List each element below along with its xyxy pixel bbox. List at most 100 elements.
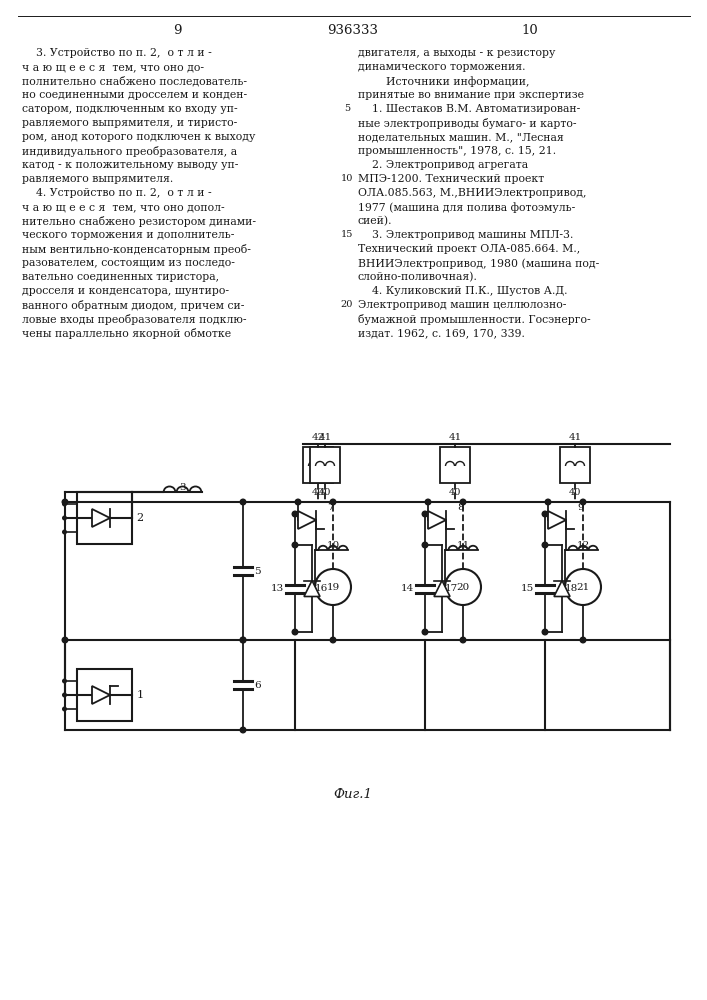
Circle shape — [63, 502, 66, 506]
Circle shape — [460, 499, 466, 505]
Circle shape — [63, 530, 66, 534]
Polygon shape — [554, 580, 570, 596]
Circle shape — [580, 499, 586, 505]
Text: 42: 42 — [311, 433, 325, 442]
Text: 3: 3 — [179, 483, 186, 492]
Text: сией).: сией). — [358, 216, 392, 226]
Text: ные электроприводы бумаго- и карто-: ные электроприводы бумаго- и карто- — [358, 118, 576, 129]
Circle shape — [445, 569, 481, 605]
Text: Технический проект ОЛА-085.664. М.,: Технический проект ОЛА-085.664. М., — [358, 244, 580, 254]
Text: 41: 41 — [318, 433, 332, 442]
Text: принятые во внимание при экспертизе: принятые во внимание при экспертизе — [358, 90, 584, 100]
Bar — [303, 447, 333, 483]
Text: издат. 1962, с. 169, 170, 339.: издат. 1962, с. 169, 170, 339. — [358, 328, 525, 338]
Text: 7: 7 — [327, 504, 334, 512]
Text: 18: 18 — [565, 584, 578, 593]
Text: ОЛА.085.563, М.,ВНИИЭлектропривод,: ОЛА.085.563, М.,ВНИИЭлектропривод, — [358, 188, 587, 198]
Circle shape — [422, 629, 428, 635]
Text: 41: 41 — [568, 433, 582, 442]
Circle shape — [580, 637, 586, 643]
Text: 16: 16 — [315, 584, 328, 593]
Bar — [78, 492, 132, 544]
Text: 13: 13 — [271, 584, 284, 593]
Text: равляемого выпрямителя.: равляемого выпрямителя. — [22, 174, 173, 184]
Text: 4. Устройство по п. 2,  о т л и -: 4. Устройство по п. 2, о т л и - — [22, 188, 211, 198]
Text: 5: 5 — [344, 104, 350, 113]
Circle shape — [422, 542, 428, 548]
Text: вательно соединенных тиристора,: вательно соединенных тиристора, — [22, 272, 219, 282]
Text: ВНИИЭлектропривод, 1980 (машина под-: ВНИИЭлектропривод, 1980 (машина под- — [358, 258, 600, 269]
Text: бумажной промышленности. Госэнерго-: бумажной промышленности. Госэнерго- — [358, 314, 590, 325]
Circle shape — [63, 516, 66, 520]
Circle shape — [330, 499, 336, 505]
Circle shape — [422, 511, 428, 517]
Text: динамического торможения.: динамического торможения. — [358, 62, 525, 72]
Text: 936333: 936333 — [327, 23, 378, 36]
Text: ноделательных машин. М., "Лесная: ноделательных машин. М., "Лесная — [358, 132, 563, 142]
Text: Электропривод машин целлюлозно-: Электропривод машин целлюлозно- — [358, 300, 566, 310]
Text: чены параллельно якорной обмотке: чены параллельно якорной обмотке — [22, 328, 231, 339]
Bar — [560, 447, 590, 483]
Polygon shape — [434, 580, 450, 596]
Text: 21: 21 — [576, 582, 590, 591]
Text: 5: 5 — [254, 566, 261, 576]
Text: 19: 19 — [327, 582, 339, 591]
Circle shape — [425, 499, 431, 505]
Circle shape — [460, 637, 466, 643]
Text: нительно снабжено резистором динами-: нительно снабжено резистором динами- — [22, 216, 256, 227]
Circle shape — [542, 542, 548, 548]
Text: МПЭ-1200. Технический проект: МПЭ-1200. Технический проект — [358, 174, 544, 184]
Text: 9: 9 — [173, 23, 181, 36]
Text: ловые входы преобразователя подклю-: ловые входы преобразователя подклю- — [22, 314, 247, 325]
Circle shape — [63, 693, 66, 697]
Text: ром, анод которого подключен к выходу: ром, анод которого подключен к выходу — [22, 132, 255, 142]
Text: 10: 10 — [522, 23, 538, 36]
Polygon shape — [298, 511, 316, 529]
Text: 14: 14 — [401, 584, 414, 593]
Text: ч а ю щ е е с я  тем, что оно до-: ч а ю щ е е с я тем, что оно до- — [22, 62, 204, 72]
Circle shape — [63, 707, 66, 711]
Text: 1. Шестаков В.М. Автоматизирован-: 1. Шестаков В.М. Автоматизирован- — [358, 104, 580, 114]
Text: сатором, подключенным ко входу уп-: сатором, подключенным ко входу уп- — [22, 104, 238, 114]
Text: 3. Электропривод машины МПЛ-3.: 3. Электропривод машины МПЛ-3. — [358, 230, 573, 240]
Bar — [310, 447, 340, 483]
Text: ванного обратным диодом, причем си-: ванного обратным диодом, причем си- — [22, 300, 245, 311]
Polygon shape — [304, 580, 320, 596]
Text: 40: 40 — [449, 488, 461, 497]
Text: 11: 11 — [457, 541, 469, 550]
Circle shape — [292, 542, 298, 548]
Text: но соединенными дросселем и конден-: но соединенными дросселем и конден- — [22, 90, 247, 100]
Text: 20: 20 — [341, 300, 354, 309]
Circle shape — [315, 569, 351, 605]
Bar — [78, 669, 132, 721]
Text: Источники информации,: Источники информации, — [358, 76, 530, 87]
Circle shape — [240, 727, 246, 733]
Text: ным вентильно-конденсаторным преоб-: ным вентильно-конденсаторным преоб- — [22, 244, 251, 255]
Circle shape — [545, 499, 551, 505]
Text: разователем, состоящим из последо-: разователем, состоящим из последо- — [22, 258, 235, 268]
Text: ч а ю щ е е с я  тем, что оно допол-: ч а ю щ е е с я тем, что оно допол- — [22, 202, 225, 212]
Circle shape — [240, 499, 246, 505]
Circle shape — [296, 499, 300, 505]
Text: 40: 40 — [312, 488, 325, 497]
Text: равляемого выпрямителя, и тиристо-: равляемого выпрямителя, и тиристо- — [22, 118, 238, 128]
Polygon shape — [92, 509, 110, 527]
Polygon shape — [548, 511, 566, 529]
Text: ческого торможения и дополнитель-: ческого торможения и дополнитель- — [22, 230, 235, 240]
Text: 15: 15 — [341, 230, 354, 239]
Circle shape — [292, 629, 298, 635]
Circle shape — [565, 569, 601, 605]
Circle shape — [62, 499, 68, 505]
Text: полнительно снабжено последователь-: полнительно снабжено последователь- — [22, 76, 247, 87]
Text: 4. Куликовский П.К., Шустов А.Д.: 4. Куликовский П.К., Шустов А.Д. — [358, 286, 568, 296]
Text: 9: 9 — [577, 504, 583, 512]
Text: дросселя и конденсатора, шунтиро-: дросселя и конденсатора, шунтиро- — [22, 286, 229, 296]
Text: катод - к положительному выводу уп-: катод - к положительному выводу уп- — [22, 160, 238, 170]
Text: промышленность", 1978, с. 15, 21.: промышленность", 1978, с. 15, 21. — [358, 146, 556, 156]
Text: 10: 10 — [327, 541, 339, 550]
Circle shape — [292, 511, 298, 517]
Text: 1: 1 — [136, 690, 144, 700]
Text: двигателя, а выходы - к резистору: двигателя, а выходы - к резистору — [358, 48, 556, 58]
Text: Фиг.1: Фиг.1 — [334, 788, 373, 802]
Text: 1977 (машина для полива фотоэмуль-: 1977 (машина для полива фотоэмуль- — [358, 202, 575, 213]
